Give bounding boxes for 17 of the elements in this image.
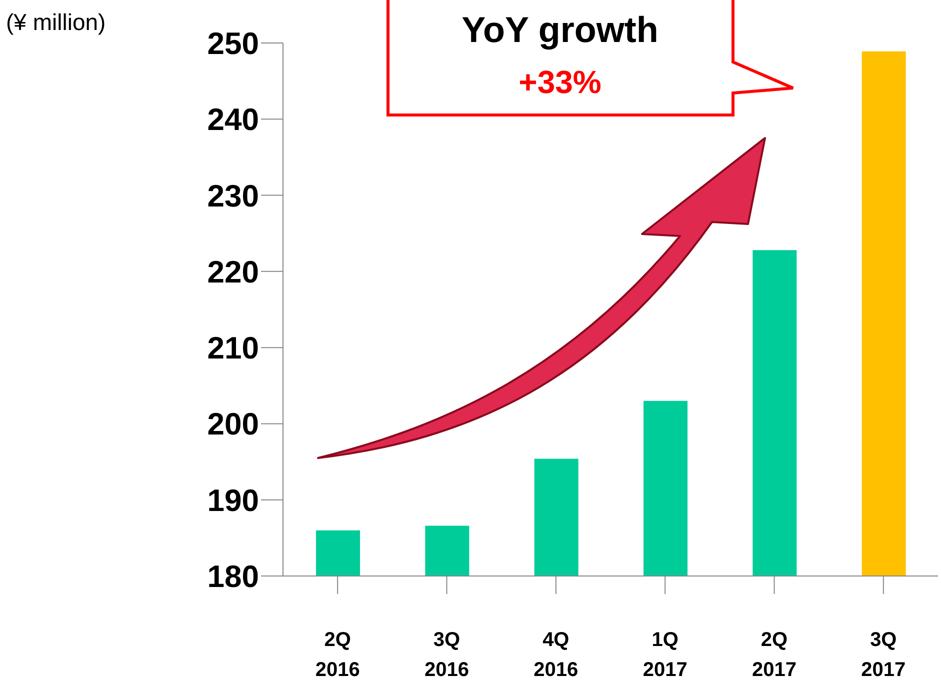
x-tick-label: 3Q 2017 xyxy=(861,629,906,681)
x-tick-label: 3Q 2016 xyxy=(424,629,469,681)
y-axis-title: (¥ million) xyxy=(6,9,106,36)
y-tick-label: 200 xyxy=(207,406,259,442)
annotation: +33% xyxy=(518,64,602,100)
x-tick-label: 1Q 2017 xyxy=(642,629,688,681)
y-tick-label: 250 xyxy=(207,26,259,62)
y-tick-label: 210 xyxy=(207,330,259,366)
x-tick-label: 2Q 2017 xyxy=(752,629,796,681)
y-tick-label: 230 xyxy=(207,178,259,214)
y-tick-label: 190 xyxy=(207,482,259,518)
x-tick-label: 2Q 2016 xyxy=(315,629,360,681)
y-tick-label: 220 xyxy=(207,254,259,290)
annotation: YoY growth xyxy=(462,9,658,50)
y-tick-label: 180 xyxy=(207,559,259,594)
y-tick-label: 240 xyxy=(207,102,259,138)
x-tick-label: 4Q 2016 xyxy=(534,629,578,681)
